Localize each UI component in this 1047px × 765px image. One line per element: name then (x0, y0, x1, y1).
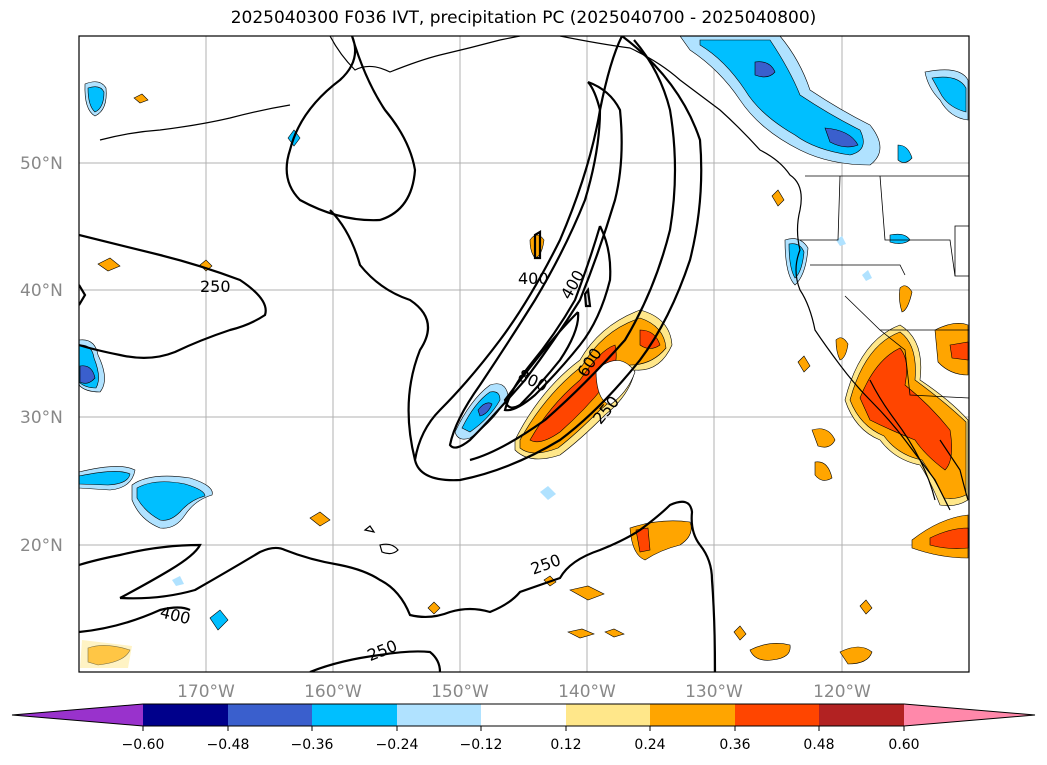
colorbar-segment-8 (735, 704, 819, 726)
political-borders (800, 175, 969, 399)
colorbar: −0.60 −0.48 −0.36 −0.24 −0.12 0.12 0.24 … (11, 703, 1036, 753)
colorbar-segment-6 (566, 704, 650, 726)
colorbar-tick-label: 0.60 (888, 737, 919, 753)
lon-label-120w: 120°W (813, 682, 871, 702)
lon-label-130w: 130°W (685, 682, 743, 702)
colorbar-segment-7 (650, 704, 735, 726)
lon-label-140w: 140°W (558, 682, 616, 702)
colorbar-segment-9 (819, 704, 904, 726)
colorbar-segment-0 (12, 704, 143, 726)
lat-label-20n: 20°N (20, 536, 63, 556)
latitude-labels: 50°N 40°N 30°N 20°N (20, 154, 63, 556)
colorbar-segment-4 (397, 704, 481, 726)
colorbar-segment-1 (143, 704, 228, 726)
coastlines (99, 36, 969, 555)
positive-precip-patches (80, 93, 969, 668)
map-border (78, 35, 970, 673)
colorbar-tick-label: −0.60 (122, 737, 165, 753)
colorbar-tick-label: 0.48 (803, 737, 834, 753)
colorbar-tick-label: 0.36 (719, 737, 750, 753)
contour-label-400-left: 400 (518, 269, 549, 288)
colorbar-tick-label: −0.24 (376, 737, 419, 753)
lon-label-170w: 170°W (177, 682, 235, 702)
lat-label-40n: 40°N (20, 281, 63, 301)
colorbar-tick-label: −0.36 (291, 737, 334, 753)
colorbar-segment-3 (312, 704, 397, 726)
contour-label-250-west: 250 (200, 277, 231, 296)
colorbar-tick-label: −0.48 (207, 737, 250, 753)
longitude-labels: 170°W 160°W 150°W 140°W 130°W 120°W (177, 682, 871, 702)
ivt-contours (79, 36, 717, 672)
colorbar-segment-5 (481, 704, 566, 726)
colorbar-tick-marks (142, 726, 905, 731)
colorbar-tick-label: 0.24 (634, 737, 665, 753)
lat-label-50n: 50°N (20, 154, 63, 174)
lon-label-160w: 160°W (304, 682, 362, 702)
colorbar-segment-10 (904, 704, 1035, 726)
map-title: 2025040300 F036 IVT, precipitation PC (2… (230, 8, 817, 28)
negative-precip-patches (79, 36, 969, 631)
colorbar-tick-label: −0.12 (460, 737, 503, 753)
colorbar-tick-label: 0.12 (550, 737, 581, 753)
colorbar-segment-2 (228, 704, 312, 726)
lon-label-150w: 150°W (431, 682, 489, 702)
lat-label-30n: 30°N (20, 408, 63, 428)
